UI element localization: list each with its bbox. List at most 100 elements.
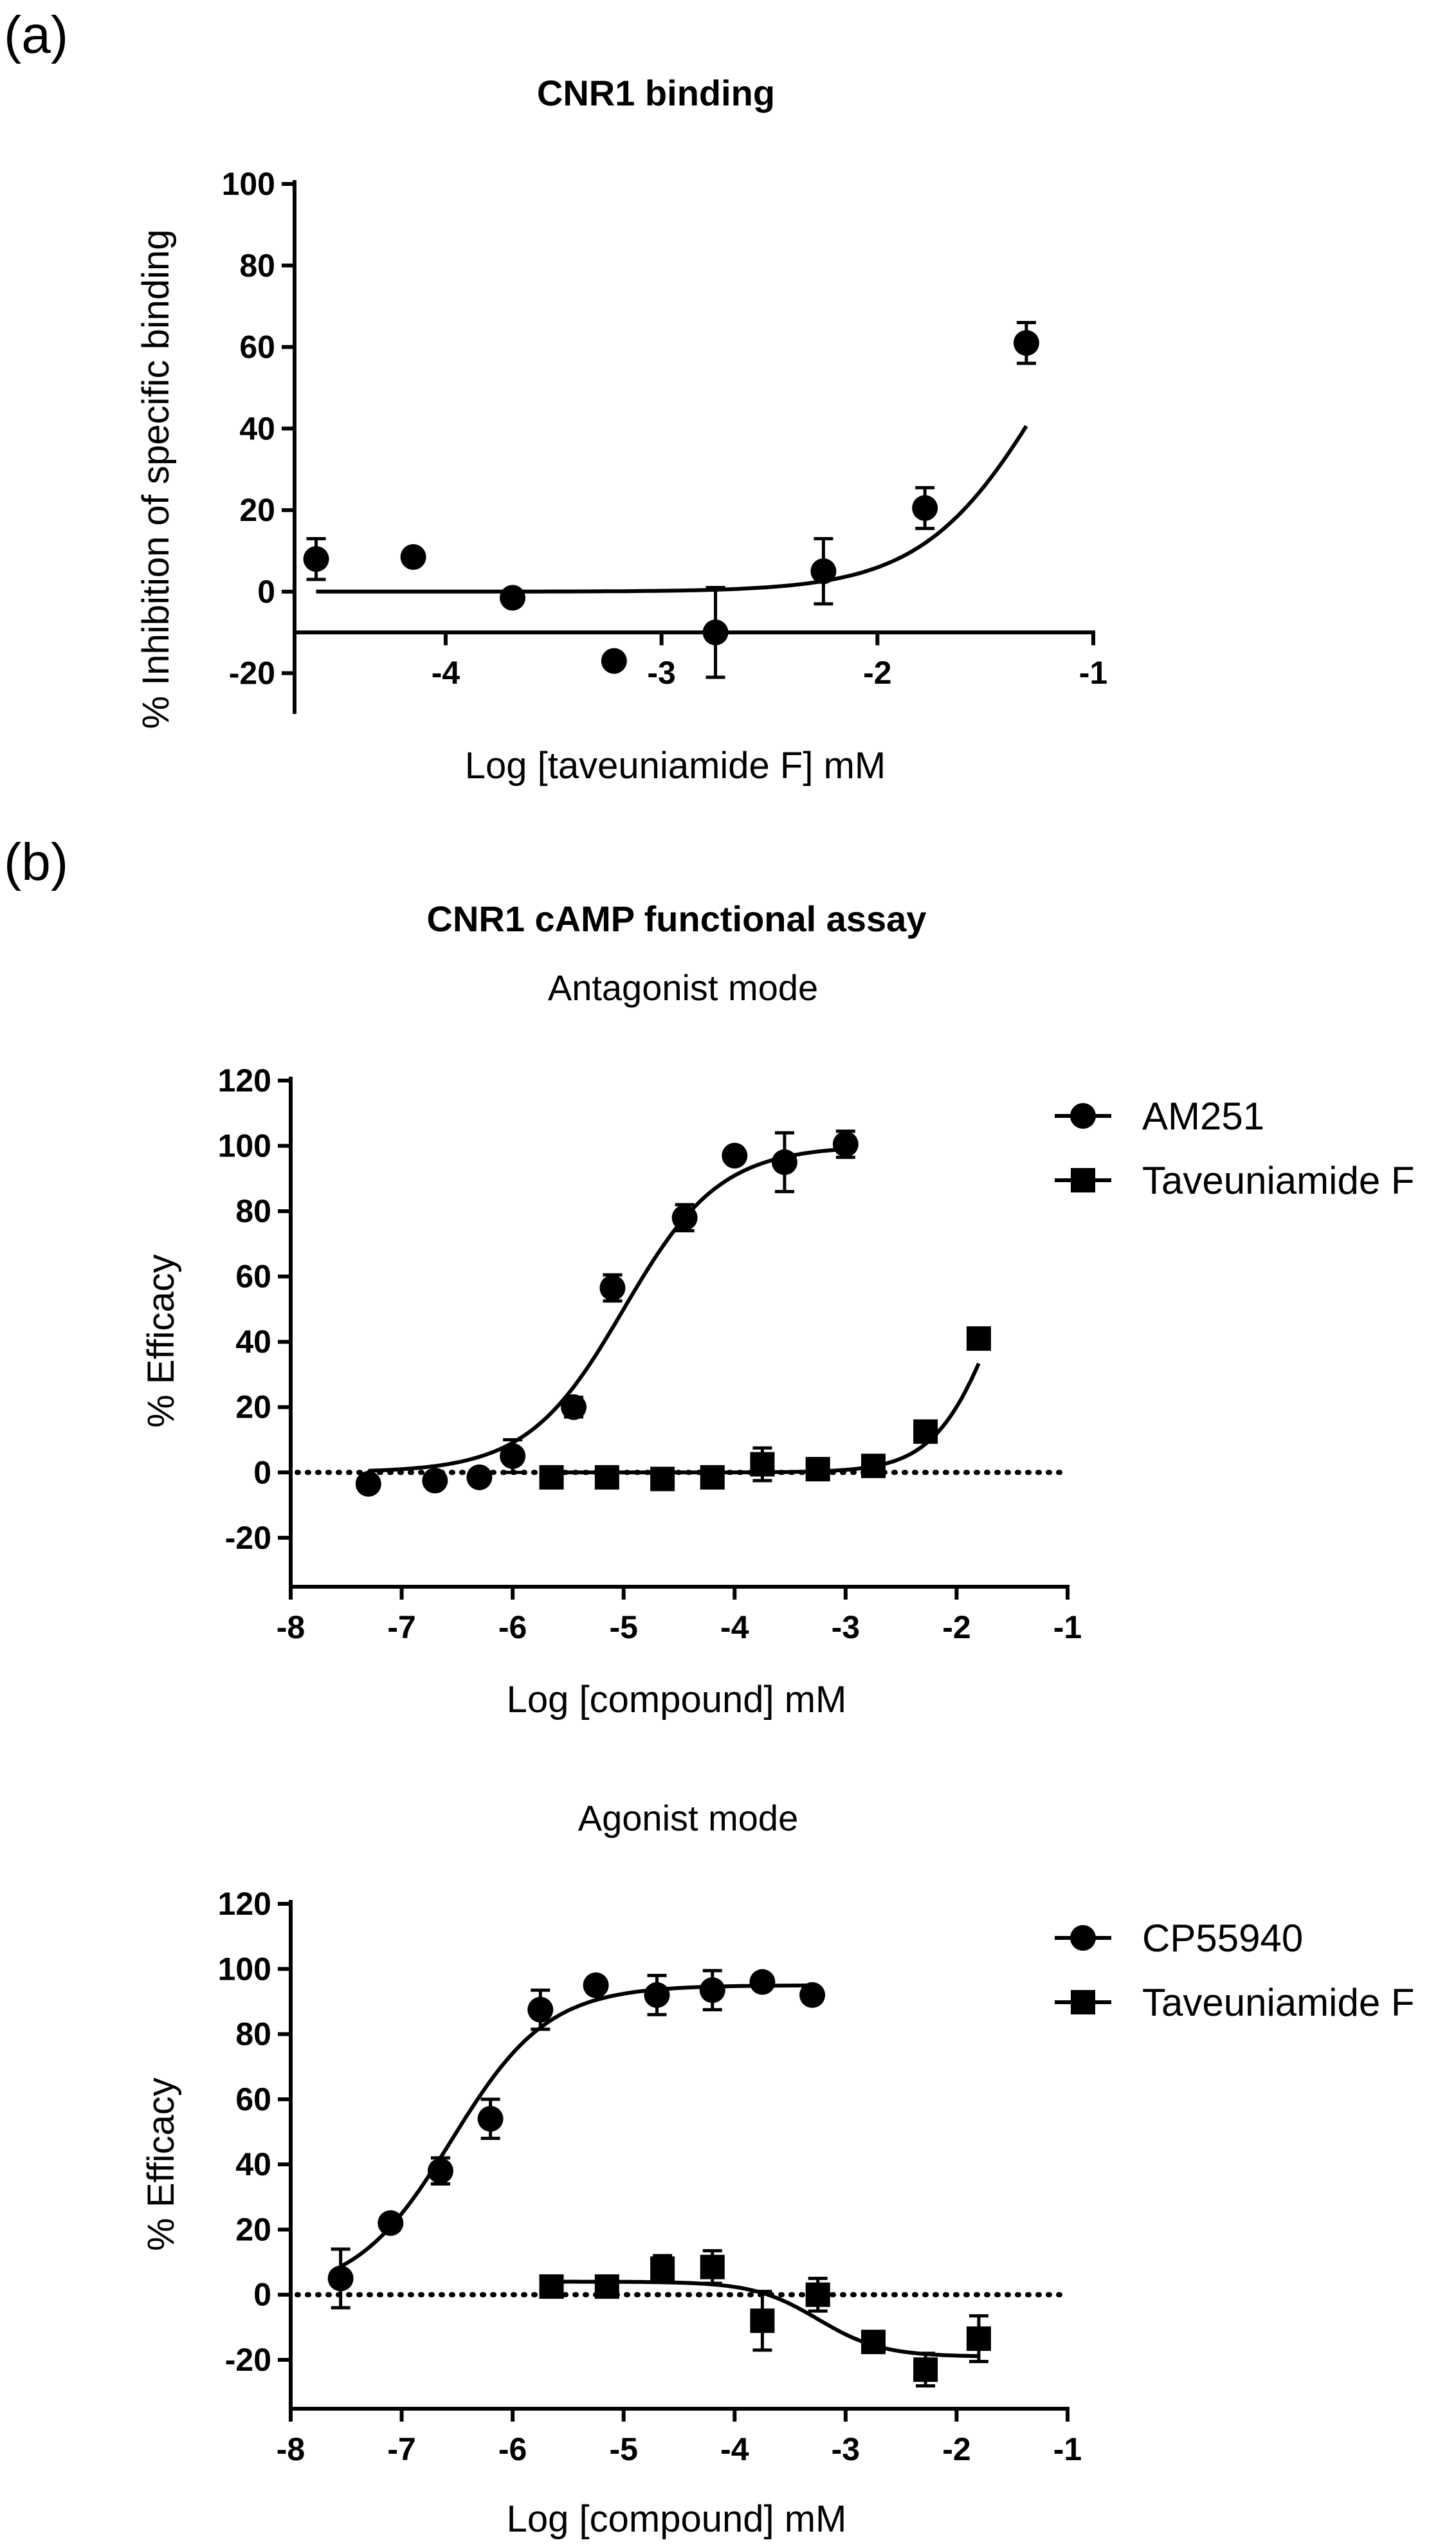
data-point <box>599 1275 626 1301</box>
y-tick-label: 100 <box>218 1128 271 1164</box>
data-point <box>799 1982 826 2008</box>
x-tick-label: -2 <box>942 1609 970 1645</box>
x-tick-label: -2 <box>863 655 891 691</box>
y-tick-label: 80 <box>239 248 275 284</box>
y-tick-label: 100 <box>222 166 275 202</box>
y-tick-label: 0 <box>253 2277 271 2313</box>
y-tick-label: -20 <box>225 1520 271 1556</box>
data-point <box>303 546 329 572</box>
data-point <box>500 1443 526 1469</box>
x-axis-label: Log [taveuniamide F] mM <box>465 745 886 787</box>
fit-curve <box>551 2279 979 2359</box>
x-tick-label: -1 <box>1053 1609 1082 1645</box>
x-axis-label: Log [compound] mM <box>507 2498 847 2540</box>
data-point <box>539 1465 564 1490</box>
x-tick-label: -3 <box>832 1609 860 1645</box>
x-tick-label: -6 <box>498 2431 527 2467</box>
data-point <box>700 2254 725 2279</box>
data-point <box>913 2357 938 2382</box>
x-tick-label: -1 <box>1079 655 1107 691</box>
data-point <box>966 2326 991 2351</box>
data-point <box>699 1977 725 2004</box>
data-point <box>400 543 426 570</box>
y-tick-label: 60 <box>239 329 275 365</box>
section-b-title: CNR1 cAMP functional assay <box>427 899 927 939</box>
chart-agonist: Agonist mode Log [compound] mM % Efficac… <box>140 1798 1415 2540</box>
x-tick-label: -4 <box>720 2431 749 2467</box>
x-tick-label: -1 <box>1053 2431 1082 2467</box>
data-point <box>832 1131 859 1158</box>
plot-marks: -20 0 20 40 60 80 100 120 -8 -7 -6 -5 -4 -3 -2 -1 CP5594… <box>218 1886 1415 2467</box>
legend-label: Taveuniamide F <box>1142 1159 1415 1202</box>
data-point <box>355 1471 381 1497</box>
data-point <box>527 1996 554 2023</box>
data-point <box>805 2282 830 2307</box>
y-tick-label: 40 <box>235 1324 271 1360</box>
y-tick-label: 60 <box>235 1259 271 1295</box>
y-tick-label: 60 <box>235 2081 271 2117</box>
data-point <box>644 1982 670 2008</box>
y-tick-label: 120 <box>218 1063 271 1099</box>
data-point <box>427 2158 453 2184</box>
panel-label-b: (b) <box>4 833 68 891</box>
y-axis-label: % Efficacy <box>140 2077 182 2251</box>
data-point <box>750 1452 775 1477</box>
x-tick-label: -4 <box>720 1609 749 1645</box>
data-point <box>722 1142 748 1169</box>
data-point <box>912 495 938 521</box>
data-point <box>327 2265 354 2292</box>
plot-marks: -20 0 20 40 60 80 100 -4 -3 -2 -1 <box>222 166 1107 714</box>
legend-marker <box>1070 1925 1096 1951</box>
x-tick-label: -7 <box>387 1609 415 1645</box>
y-tick-label: 100 <box>218 1951 271 1987</box>
fit-curve <box>368 1147 846 1473</box>
y-tick-label: 0 <box>257 574 275 610</box>
data-point <box>966 1326 991 1351</box>
data-point <box>750 2308 775 2333</box>
x-tick-label: -7 <box>387 2431 415 2467</box>
chart-title: CNR1 binding <box>537 73 775 113</box>
fit-curve <box>316 424 1028 594</box>
x-tick-label: -2 <box>942 2431 970 2467</box>
legend-marker <box>1070 1103 1096 1129</box>
y-tick-label: 20 <box>239 492 275 528</box>
x-tick-label: -6 <box>498 1609 527 1645</box>
data-point <box>466 1464 493 1490</box>
y-tick-label: 0 <box>253 1454 271 1490</box>
legend-label: AM251 <box>1142 1095 1264 1138</box>
data-point <box>378 2210 404 2236</box>
data-point <box>913 1419 938 1444</box>
x-tick-label: -3 <box>832 2431 860 2467</box>
data-point <box>1013 330 1039 356</box>
data-point <box>861 2330 886 2355</box>
data-point <box>700 1465 725 1490</box>
x-tick-label: -3 <box>647 655 675 691</box>
data-point <box>749 1969 776 1995</box>
y-tick-label: 40 <box>239 410 275 446</box>
data-point <box>561 1394 587 1420</box>
y-tick-label: 20 <box>235 2211 271 2247</box>
data-point <box>594 2274 619 2299</box>
data-point <box>601 648 627 674</box>
x-tick-label: -5 <box>609 2431 637 2467</box>
y-tick-label: 80 <box>235 1193 271 1229</box>
data-point <box>702 619 729 646</box>
data-point <box>594 1465 619 1490</box>
legend-marker <box>1071 1168 1095 1192</box>
x-tick-label: -8 <box>277 2431 305 2467</box>
y-tick-label: 40 <box>235 2146 271 2182</box>
data-point <box>671 1205 698 1231</box>
y-axis-label: % Inhibition of specific binding <box>135 229 177 729</box>
legend-marker <box>1071 1990 1095 2014</box>
data-point <box>810 558 837 585</box>
y-tick-label: 20 <box>235 1389 271 1425</box>
plot-marks: -20 0 20 40 60 80 100 120 -8 -7 -6 -5 -4 -3 -2 -1 AM251 T… <box>218 1063 1415 1645</box>
data-point <box>650 1466 675 1492</box>
data-point <box>805 1457 830 1482</box>
y-tick-label: 80 <box>235 2016 271 2052</box>
chart-binding: CNR1 binding Log [taveuniamide F] mM % I… <box>135 73 1107 787</box>
panel-label-a: (a) <box>4 6 68 64</box>
data-point <box>583 1972 609 1998</box>
data-point <box>500 585 526 611</box>
